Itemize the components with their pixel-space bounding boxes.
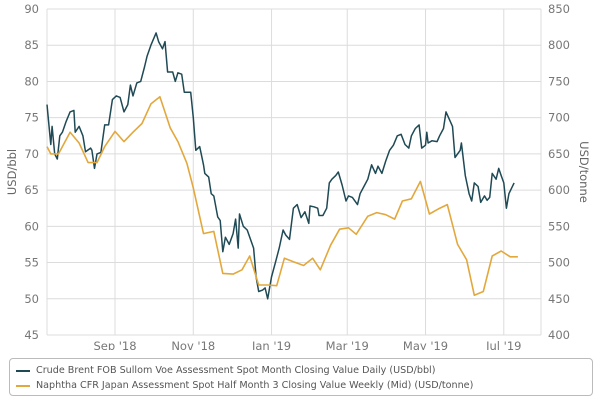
series-lines [46,32,518,300]
x-tick-label: Jan '19 [251,339,291,350]
right-tick-label: 800 [548,38,570,52]
left-tick-label: 80 [24,74,39,88]
legend-item-naphtha[interactable]: Naphtha CFR Japan Assessment Spot Half M… [16,378,592,393]
legend-label-naphtha: Naphtha CFR Japan Assessment Spot Half M… [36,380,474,391]
left-tick-label: 65 [24,183,39,197]
right-tick-label: 600 [548,183,570,197]
right-tick-label: 500 [548,256,570,270]
right-tick-label: 650 [548,147,570,161]
right-tick-label: 700 [548,111,570,125]
left-axis-label: USD/bbl [5,149,19,195]
left-tick-label: 45 [24,328,39,342]
right-tick-label: 450 [548,292,570,306]
axis-ticks: 45 400 50 450 55 500 60 550 65 600 70 650 75 700 80 750… [24,2,570,350]
left-tick-label: 70 [24,147,39,161]
right-axis-label: USD/tonne [577,141,591,203]
x-tick-label: Jul '19 [485,339,521,350]
line-chart: 45 400 50 450 55 500 60 550 65 600 70 650 75 700 80 750… [5,2,591,350]
right-tick-label: 400 [548,328,570,342]
series-line-brent [46,32,515,300]
series-line-naphtha [46,95,518,297]
right-tick-label: 850 [548,2,570,16]
legend-item-brent[interactable]: Crude Brent FOB Sullom Voe Assessment Sp… [16,363,592,378]
legend-swatch-naphtha [16,384,30,387]
legend-label-brent: Crude Brent FOB Sullom Voe Assessment Sp… [36,365,436,376]
left-tick-label: 75 [24,111,39,125]
left-tick-label: 85 [24,38,39,52]
left-tick-label: 90 [24,2,39,16]
left-tick-label: 50 [24,292,39,306]
gridlines [46,8,542,336]
x-tick-label: May '19 [403,339,448,350]
legend-swatch-brent [16,369,30,372]
x-tick-label: Mar '19 [326,339,369,350]
legend: Crude Brent FOB Sullom Voe Assessment Sp… [9,358,593,396]
left-tick-label: 60 [24,219,39,233]
right-tick-label: 750 [548,74,570,88]
x-tick-label: Sep '18 [93,339,136,350]
right-tick-label: 550 [548,219,570,233]
left-tick-label: 55 [24,256,39,270]
x-tick-label: Nov '18 [171,339,215,350]
